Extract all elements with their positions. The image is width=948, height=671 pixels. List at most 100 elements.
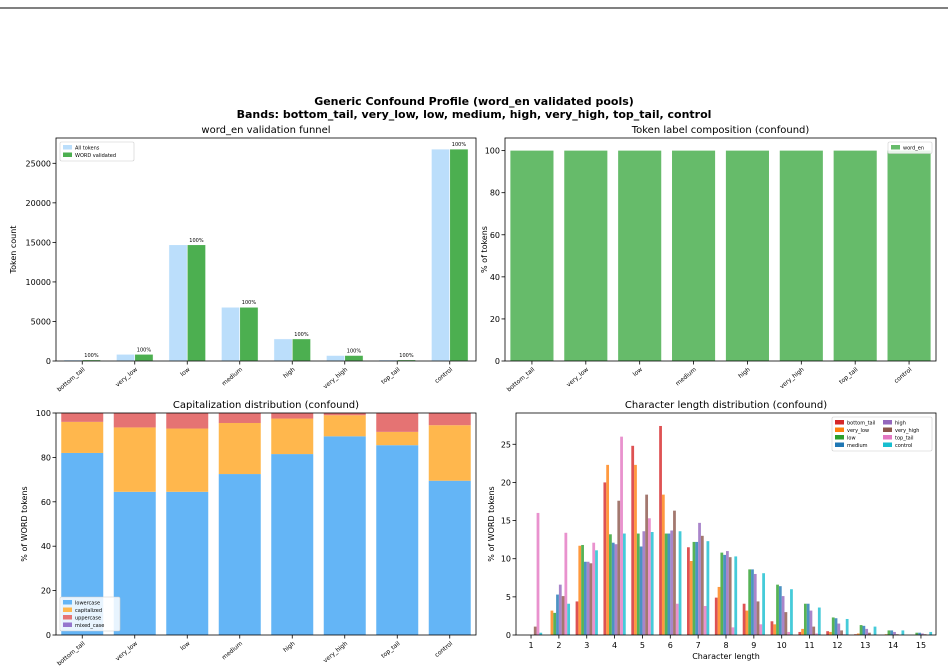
x-tick-label: 1 <box>528 641 533 650</box>
y-tick-label: 40 <box>490 273 500 282</box>
bar <box>773 624 777 635</box>
bar <box>770 621 774 635</box>
bar <box>271 454 314 635</box>
bar <box>533 626 537 635</box>
bar <box>589 563 593 635</box>
bar <box>586 561 590 635</box>
bar <box>670 530 674 635</box>
x-tick-label: very_high <box>322 366 349 390</box>
x-tick-label: low <box>179 640 191 652</box>
y-tick-label: 100 <box>36 409 51 418</box>
bar <box>113 491 156 635</box>
y-tick-label: 0 <box>46 631 51 640</box>
bar <box>714 597 718 635</box>
figure-title: Generic Confound Profile (word_en valida… <box>314 95 634 108</box>
legend-box <box>59 596 121 632</box>
y-tick-label: 25 <box>501 440 511 449</box>
legend-label: top_tail <box>895 435 914 441</box>
legend-swatch <box>891 145 900 150</box>
bar <box>929 631 933 635</box>
bar <box>689 561 693 635</box>
bar <box>556 594 559 635</box>
bar <box>817 607 821 635</box>
bar <box>918 632 921 635</box>
x-tick-label: top_tail <box>380 366 402 386</box>
bar <box>703 606 707 635</box>
bar <box>868 632 871 635</box>
bar <box>664 533 668 635</box>
bar <box>636 533 640 635</box>
bar <box>833 150 877 361</box>
x-tick-label: medium <box>674 366 698 387</box>
bar <box>762 573 765 635</box>
bar <box>567 603 571 635</box>
bar <box>826 631 830 635</box>
bar <box>787 631 791 635</box>
bar <box>784 612 788 635</box>
legend-swatch <box>883 435 892 440</box>
bar <box>344 355 364 362</box>
bar <box>692 541 696 635</box>
bar-label: 100% <box>294 332 309 338</box>
legend-label: control <box>895 443 912 449</box>
bar <box>650 532 654 635</box>
bar <box>806 603 810 635</box>
bar <box>790 589 793 635</box>
x-tick-label: very_low <box>114 366 139 388</box>
subplot-title: word_en validation funnel <box>201 125 330 136</box>
bar <box>865 628 869 635</box>
bar <box>218 422 261 475</box>
x-tick-label: control <box>434 640 455 659</box>
x-tick-label: 13 <box>860 641 870 650</box>
bar <box>862 625 866 635</box>
bar <box>920 633 924 635</box>
x-tick-label: bottom_tail <box>506 366 537 393</box>
x-tick-label: low <box>632 366 644 378</box>
bar <box>620 436 623 635</box>
bar <box>756 601 760 635</box>
bar <box>218 413 261 423</box>
bar <box>61 421 104 453</box>
bar <box>687 547 690 635</box>
bar <box>431 148 451 362</box>
legend-label: WORD validated <box>75 153 116 159</box>
legend-swatch <box>883 420 892 425</box>
x-tick-label: low <box>179 366 191 378</box>
bar <box>887 630 891 635</box>
axes-frame <box>55 412 477 636</box>
bar <box>815 633 818 635</box>
legend-swatch <box>883 427 892 432</box>
bar <box>564 150 608 361</box>
bar <box>291 338 311 362</box>
y-tick-label: 20 <box>41 587 51 596</box>
legend-swatch <box>883 442 892 447</box>
bar-label: 100% <box>399 353 414 359</box>
bar <box>695 541 699 635</box>
y-tick-label: 0 <box>506 631 511 640</box>
x-tick-label: bottom_tail <box>56 366 87 393</box>
x-tick-label: 7 <box>696 641 701 650</box>
bar <box>667 533 671 635</box>
x-tick-label: very_low <box>565 366 590 388</box>
bar <box>611 542 615 635</box>
bar <box>550 610 554 635</box>
bar <box>661 494 665 635</box>
x-tick-label: high <box>282 366 297 380</box>
bar <box>731 627 735 635</box>
bar <box>776 584 779 635</box>
x-tick-label: 5 <box>640 641 645 650</box>
bar <box>376 413 419 432</box>
bar <box>901 630 905 635</box>
axes-frame <box>55 137 477 362</box>
bar <box>890 630 894 635</box>
legend-swatch <box>835 435 844 440</box>
bar <box>645 494 649 635</box>
subplot-title: Token label composition (confound) <box>631 125 810 136</box>
bar <box>723 554 726 635</box>
bar <box>778 586 782 635</box>
legend-label: low <box>847 435 856 441</box>
bar <box>720 552 724 635</box>
y-axis-label: % of WORD tokens <box>487 486 496 561</box>
legend-label: capitalized <box>75 608 102 614</box>
axes-frame <box>515 412 937 636</box>
